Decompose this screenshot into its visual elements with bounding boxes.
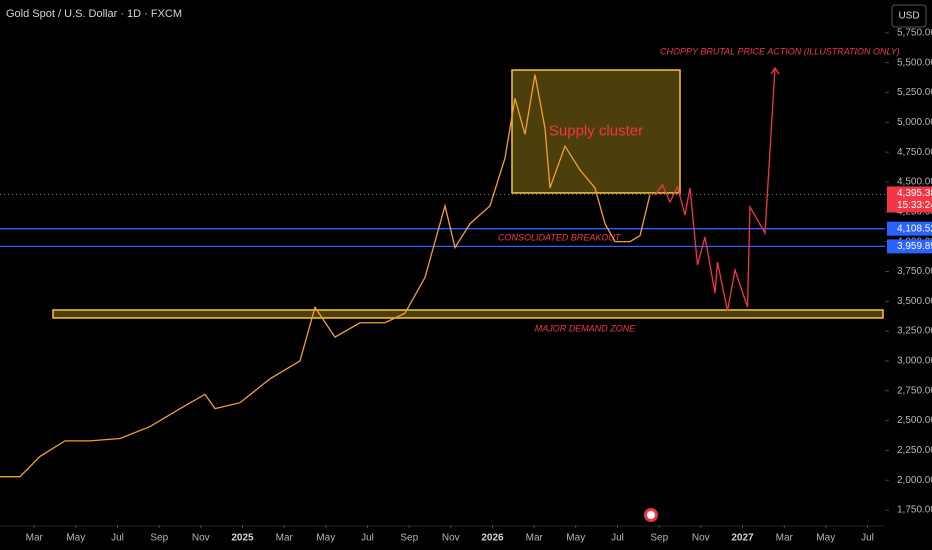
arrow-head: [770, 66, 780, 75]
y-tick-label: 1,750.00: [897, 505, 932, 516]
event-icon-inner: [647, 511, 655, 519]
y-tick-label: 3,000.00: [897, 356, 932, 367]
x-tick-label: Mar: [526, 533, 544, 544]
level-label: 3,959.89: [897, 241, 932, 252]
currency-button[interactable]: [891, 4, 927, 28]
y-tick-label: 2,000.00: [897, 475, 932, 486]
last-price-bg: [887, 186, 932, 213]
y-tick-label: 3,500.00: [897, 296, 932, 307]
y-tick-label: 2,500.00: [897, 415, 932, 426]
x-tick-label: 2027: [731, 533, 754, 544]
x-tick-label: May: [566, 533, 585, 544]
x-tick-label: Mar: [26, 533, 44, 544]
chart-title: Gold Spot / U.S. Dollar · 1D · FXCM: [6, 8, 182, 20]
y-tick-label: 5,750.00: [897, 27, 932, 38]
y-tick-label: 4,750.00: [897, 147, 932, 158]
level-label-bg: [887, 239, 932, 254]
zone-label: Supply cluster: [549, 122, 643, 139]
x-tick-label: Jul: [111, 533, 124, 544]
y-tick-label: 5,000.00: [897, 117, 932, 128]
x-tick-label: May: [316, 533, 335, 544]
zone: [511, 69, 681, 194]
level-label: 4,108.52: [897, 223, 932, 234]
y-tick-label: 2,250.00: [897, 445, 932, 456]
x-tick-label: Jul: [611, 533, 624, 544]
x-tick-label: Sep: [400, 533, 418, 544]
price-line: [0, 74, 651, 478]
x-tick-label: Mar: [776, 533, 794, 544]
x-tick-label: May: [66, 533, 85, 544]
x-tick-label: Jul: [361, 533, 374, 544]
zone-label: MAJOR DEMAND ZONE: [535, 323, 637, 333]
countdown: 15:33:24: [897, 200, 932, 211]
x-tick-label: May: [816, 533, 835, 544]
last-price-label: 4,395.38: [897, 188, 932, 199]
price-axis-bg: [885, 0, 932, 550]
currency: USD: [898, 11, 919, 22]
x-tick-label: Sep: [650, 533, 668, 544]
x-tick-label: Jul: [861, 533, 874, 544]
zone: [52, 309, 884, 319]
annotation: CONSOLIDATED BREAKOUT: [498, 232, 622, 242]
y-tick-label: 5,250.00: [897, 87, 932, 98]
x-tick-label: Nov: [692, 533, 710, 544]
annotation: CHOPPY BRUTAL PRICE ACTION (ILLUSTRATION…: [660, 46, 900, 56]
x-tick-label: Sep: [150, 533, 168, 544]
price-line: [654, 67, 776, 312]
y-tick-label: 3,250.00: [897, 326, 932, 337]
x-tick-label: Nov: [442, 533, 460, 544]
y-tick-label: 2,750.00: [897, 385, 932, 396]
x-tick-label: 2026: [481, 533, 504, 544]
x-tick-label: 2025: [231, 533, 254, 544]
y-tick-label: 4,500.00: [897, 177, 932, 188]
y-tick-label: 3,750.00: [897, 266, 932, 277]
level-label-bg: [887, 221, 932, 236]
y-tick-label: 5,500.00: [897, 57, 932, 68]
x-tick-label: Nov: [192, 533, 210, 544]
x-tick-label: Mar: [276, 533, 294, 544]
